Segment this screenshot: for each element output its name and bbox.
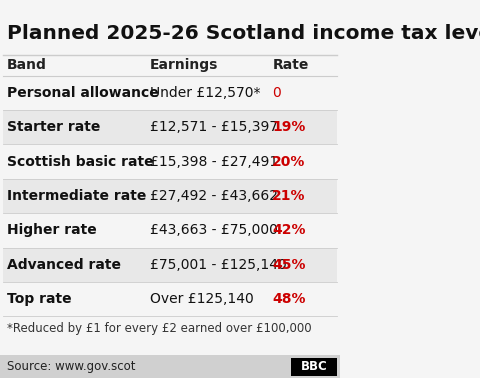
FancyBboxPatch shape: [3, 76, 337, 110]
Text: BBC: BBC: [300, 360, 327, 373]
Text: 42%: 42%: [272, 223, 306, 237]
Text: £43,663 - £75,000: £43,663 - £75,000: [150, 223, 277, 237]
FancyBboxPatch shape: [3, 282, 337, 316]
FancyBboxPatch shape: [3, 144, 337, 179]
Text: Over £125,140: Over £125,140: [150, 292, 253, 306]
Text: Rate: Rate: [272, 58, 309, 72]
Text: Advanced rate: Advanced rate: [7, 258, 121, 272]
FancyBboxPatch shape: [3, 110, 337, 144]
Text: Personal allowance: Personal allowance: [7, 86, 158, 100]
FancyBboxPatch shape: [3, 248, 337, 282]
Text: Source: www.gov.scot: Source: www.gov.scot: [7, 360, 135, 373]
Text: Top rate: Top rate: [7, 292, 72, 306]
Text: Earnings: Earnings: [150, 58, 218, 72]
Text: 45%: 45%: [272, 258, 306, 272]
FancyBboxPatch shape: [3, 179, 337, 213]
Text: *Reduced by £1 for every £2 earned over £100,000: *Reduced by £1 for every £2 earned over …: [7, 322, 312, 335]
Text: Intermediate rate: Intermediate rate: [7, 189, 146, 203]
FancyBboxPatch shape: [291, 358, 337, 376]
Text: £15,398 - £27,491: £15,398 - £27,491: [150, 155, 278, 169]
Text: Planned 2025-26 Scotland income tax levels: Planned 2025-26 Scotland income tax leve…: [7, 23, 480, 43]
Text: Under £12,570*: Under £12,570*: [150, 86, 260, 100]
Text: Band: Band: [7, 58, 47, 72]
FancyBboxPatch shape: [0, 355, 340, 378]
FancyBboxPatch shape: [3, 213, 337, 248]
Text: Higher rate: Higher rate: [7, 223, 96, 237]
Text: Starter rate: Starter rate: [7, 120, 100, 134]
Text: Scottish basic rate: Scottish basic rate: [7, 155, 154, 169]
Text: 20%: 20%: [272, 155, 306, 169]
Text: 19%: 19%: [272, 120, 306, 134]
Text: £27,492 - £43,662: £27,492 - £43,662: [150, 189, 278, 203]
Text: 21%: 21%: [272, 189, 306, 203]
Text: 48%: 48%: [272, 292, 306, 306]
Text: 0: 0: [272, 86, 281, 100]
Text: £12,571 - £15,397: £12,571 - £15,397: [150, 120, 278, 134]
Text: £75,001 - £125,140: £75,001 - £125,140: [150, 258, 287, 272]
